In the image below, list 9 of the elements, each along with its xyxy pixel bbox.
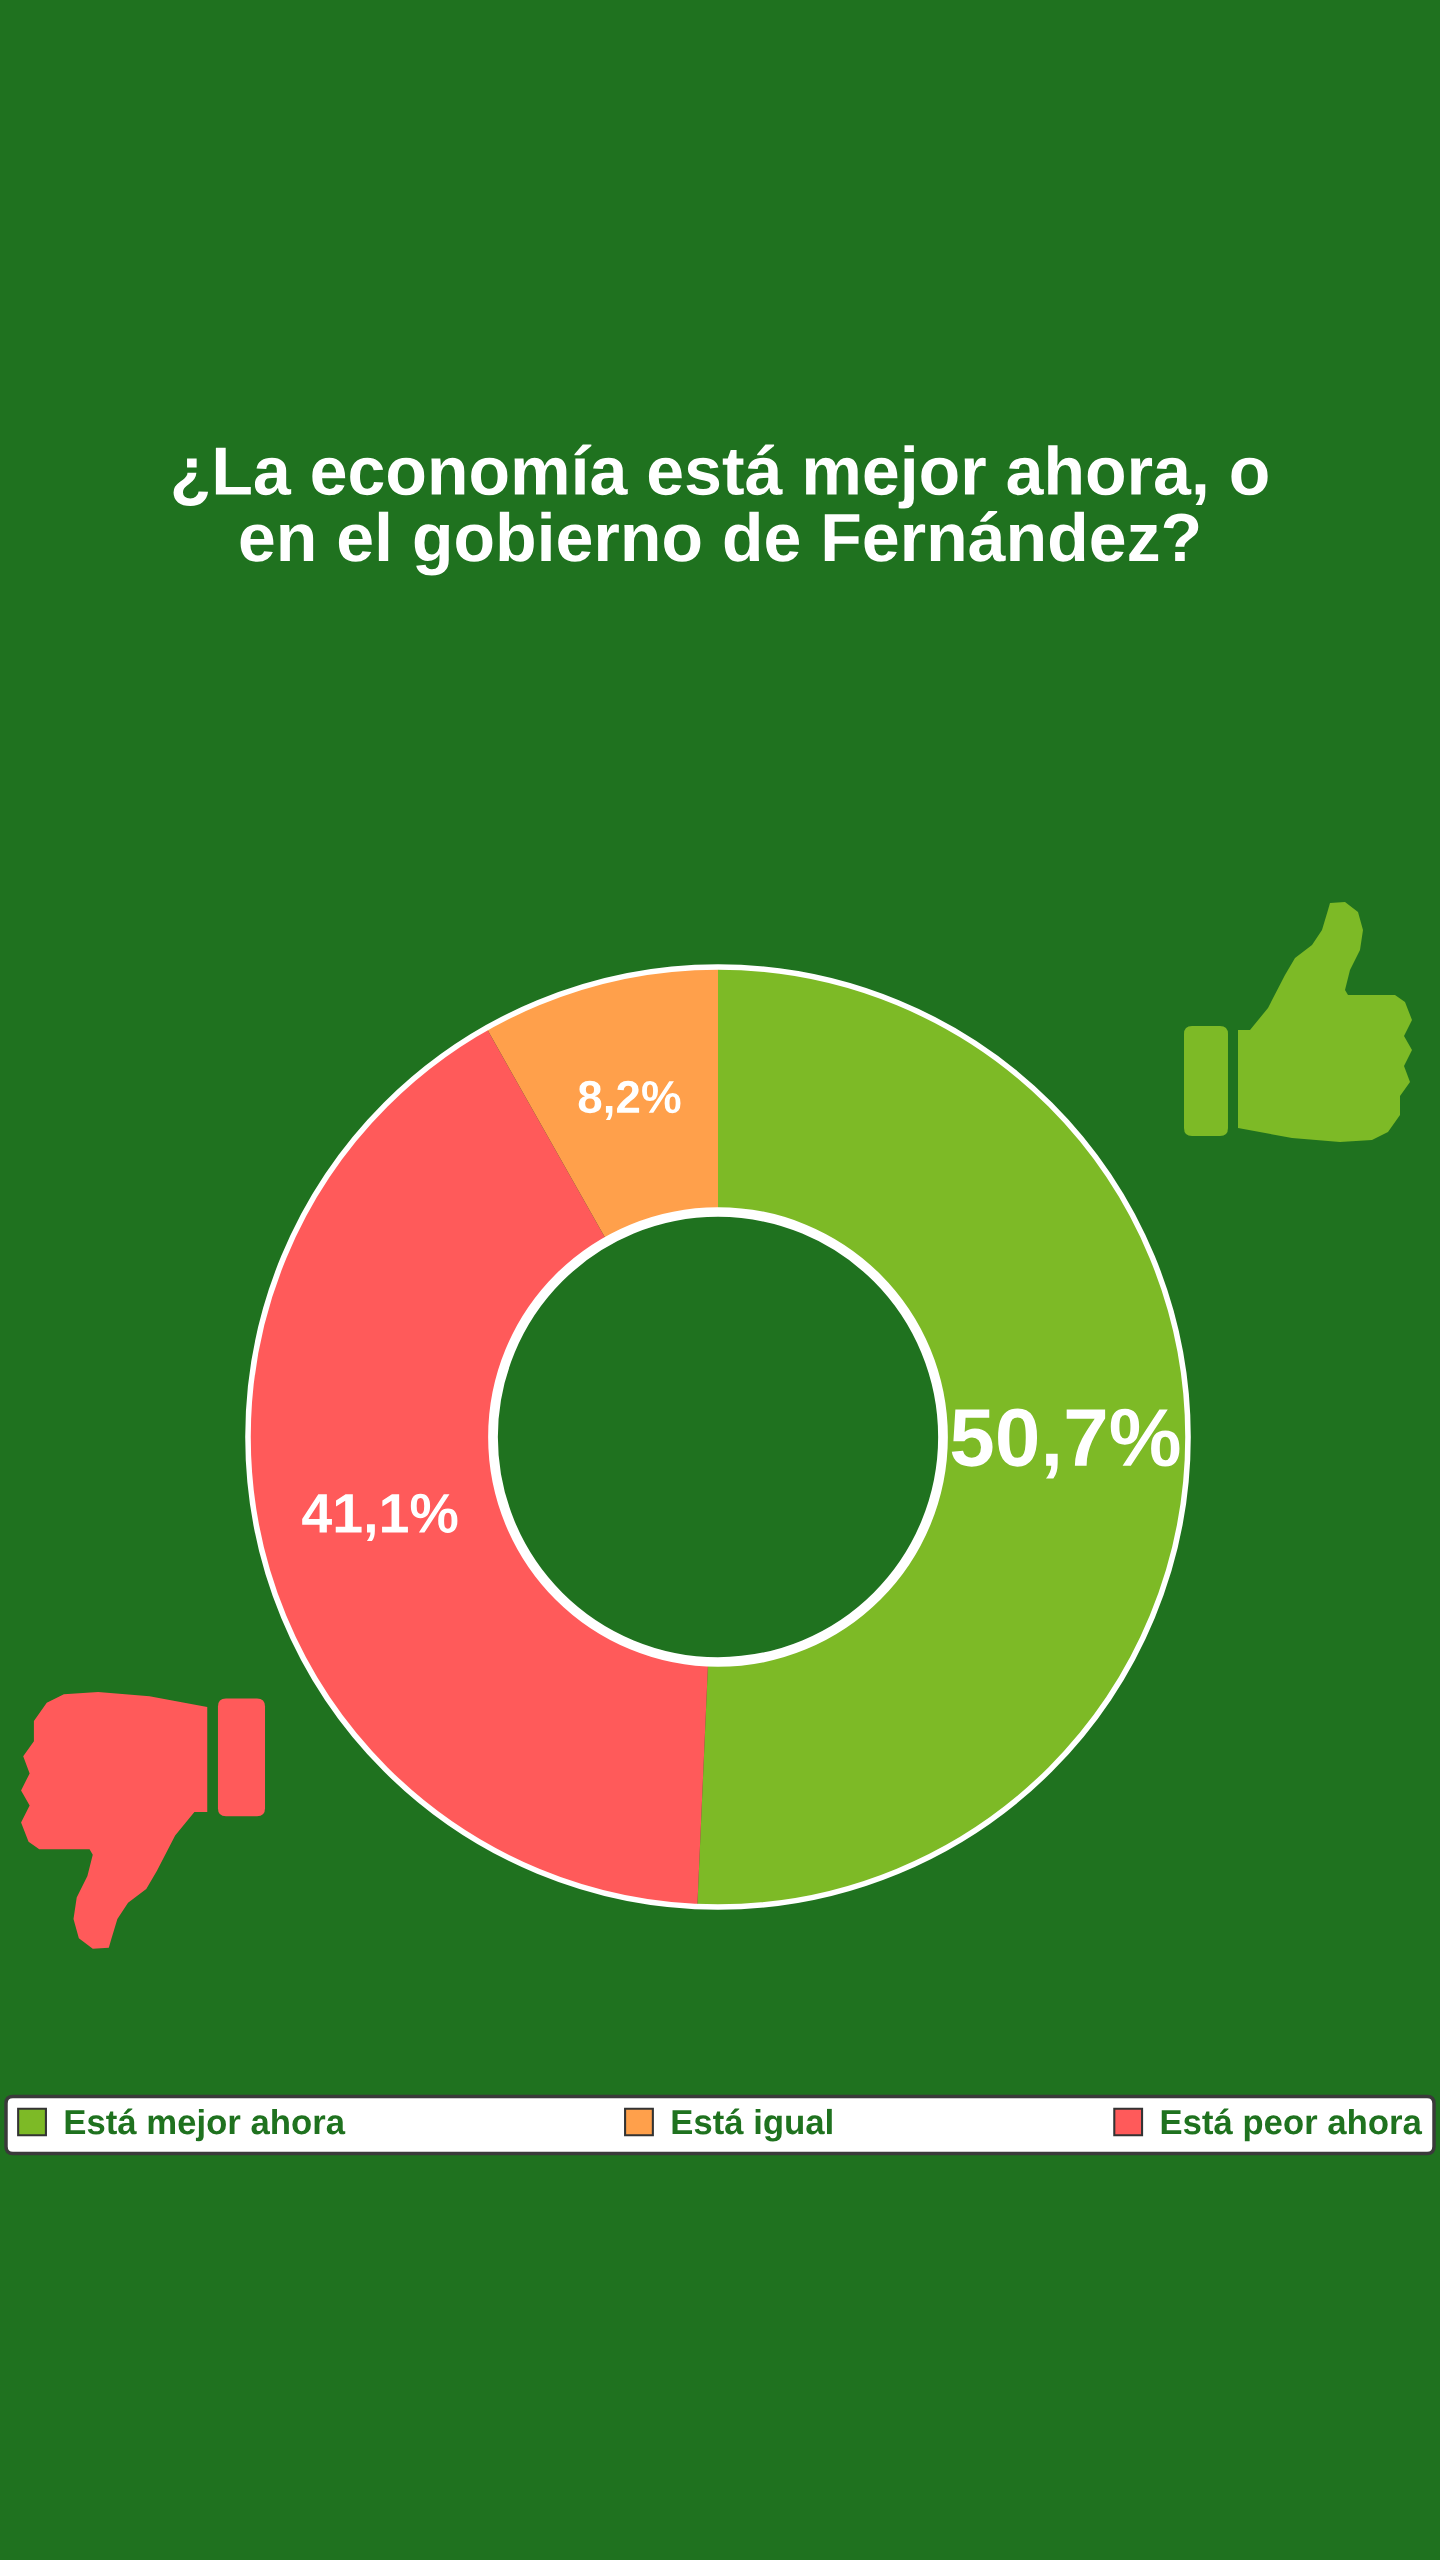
donut-slice <box>248 1028 709 1907</box>
legend-label: Está igual <box>672 2108 832 2142</box>
legend-label: Está peor ahora <box>1161 2108 1423 2142</box>
data-label: 41,1% <box>302 1493 458 1542</box>
data-label: 50,7% <box>951 1408 1180 1479</box>
data-label: 8,2% <box>578 1080 681 1120</box>
chart-title: ¿La economía está mejor ahora, o en el gobierno de Fernández? <box>173 444 1268 576</box>
donut-slice <box>697 967 1188 1907</box>
legend-label: Está mejor ahora <box>65 2108 346 2142</box>
